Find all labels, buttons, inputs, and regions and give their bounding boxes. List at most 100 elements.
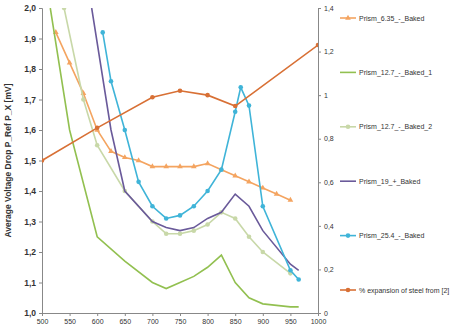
tick-mark bbox=[263, 313, 264, 316]
tick: 1,1 bbox=[24, 278, 42, 288]
marker bbox=[164, 231, 169, 236]
y2-axis: 00,20,40,60,811,21,4 bbox=[318, 5, 334, 317]
tick-mark bbox=[39, 100, 42, 101]
tick-label: 600 bbox=[92, 318, 104, 325]
tick: 2,0 bbox=[24, 3, 42, 13]
legend-item: Prism_6.35_-_Baked bbox=[340, 15, 424, 23]
marker bbox=[261, 204, 266, 209]
tick-label: 0,6 bbox=[324, 179, 334, 186]
marker bbox=[100, 30, 105, 35]
tick-label: 1,2 bbox=[324, 48, 334, 55]
tick: 1,8 bbox=[24, 64, 42, 74]
marker bbox=[178, 88, 183, 93]
tick-mark bbox=[235, 313, 236, 316]
tick: 800 bbox=[202, 313, 214, 325]
tick-mark bbox=[39, 8, 42, 9]
tick-label: 1,4 bbox=[24, 186, 36, 196]
tick-mark bbox=[97, 313, 98, 316]
tick: 1,5 bbox=[24, 156, 42, 166]
tick: 550 bbox=[64, 313, 76, 325]
tick-label: 850 bbox=[230, 318, 242, 325]
tick-label: 500 bbox=[37, 318, 49, 325]
tick-label: 800 bbox=[202, 318, 214, 325]
tick: 0,2 bbox=[318, 266, 334, 273]
marker bbox=[247, 103, 252, 108]
axis-line bbox=[43, 314, 319, 317]
marker bbox=[205, 222, 210, 227]
tick-label: 1,4 bbox=[324, 5, 334, 12]
tick-mark bbox=[39, 222, 42, 223]
legend-label: Prism_19_+_Baked bbox=[359, 178, 420, 186]
tick: 650 bbox=[119, 313, 131, 325]
tick-label: 1,2 bbox=[24, 247, 36, 257]
marker bbox=[261, 250, 266, 255]
tick: 850 bbox=[230, 313, 242, 325]
tick-label: 1,5 bbox=[24, 156, 36, 166]
tick-label: 1000 bbox=[311, 318, 327, 325]
marker bbox=[178, 231, 183, 236]
series-line bbox=[103, 32, 299, 279]
tick: 1,4 bbox=[24, 186, 42, 196]
tick-mark bbox=[318, 313, 321, 314]
tick-mark bbox=[318, 182, 321, 183]
series-line bbox=[92, 8, 299, 270]
tick: 1,2 bbox=[24, 247, 42, 257]
tick: 500 bbox=[37, 313, 49, 325]
marker bbox=[150, 204, 155, 209]
tick-mark bbox=[39, 69, 42, 70]
tick-label: 1,9 bbox=[24, 34, 36, 44]
legend-swatch bbox=[340, 180, 356, 182]
marker bbox=[67, 60, 73, 65]
tick-mark bbox=[152, 313, 153, 316]
marker bbox=[205, 160, 211, 165]
marker bbox=[95, 143, 100, 148]
legend: Prism_6.35_-_Baked Prism_12.7_-_Baked_1 Pr… bbox=[340, 15, 449, 295]
marker bbox=[150, 95, 155, 100]
tick-label: 1,8 bbox=[24, 64, 36, 74]
tick-mark bbox=[318, 269, 321, 270]
marker bbox=[233, 109, 238, 114]
marker bbox=[163, 163, 169, 168]
tick-mark bbox=[290, 313, 291, 316]
tick: 600 bbox=[92, 313, 104, 325]
tick-mark bbox=[180, 313, 181, 316]
tick-mark bbox=[39, 313, 42, 314]
legend-item: Prism_12.7_-_Baked_2 bbox=[340, 123, 432, 131]
marker bbox=[164, 216, 169, 221]
tick: 0,8 bbox=[318, 135, 334, 142]
axis-line bbox=[319, 9, 322, 314]
legend-item: % expansion of steel from [2] bbox=[340, 287, 449, 295]
tick-mark bbox=[125, 313, 126, 316]
marker bbox=[205, 189, 210, 194]
series-line bbox=[56, 32, 291, 200]
tick-label: 0,2 bbox=[324, 266, 334, 273]
x-axis: 5005506006507007508008509009501000 bbox=[37, 313, 327, 325]
tick-mark bbox=[208, 313, 209, 316]
legend-label: Prism_12.7_-_Baked_1 bbox=[359, 69, 432, 77]
marker bbox=[316, 43, 318, 48]
tick-mark bbox=[39, 39, 42, 40]
tick-label: 0 bbox=[324, 310, 328, 317]
series-line bbox=[42, 45, 318, 160]
marker bbox=[219, 167, 224, 172]
tick-label: 1,1 bbox=[24, 278, 36, 288]
marker bbox=[136, 157, 142, 162]
legend-label: Prism_6.35_-_Baked bbox=[359, 15, 424, 23]
tick: 950 bbox=[285, 313, 297, 325]
tick-label: 900 bbox=[257, 318, 269, 325]
legend-swatch bbox=[340, 72, 356, 74]
marker bbox=[42, 158, 44, 163]
marker bbox=[232, 172, 238, 177]
tick-label: 2,0 bbox=[24, 3, 36, 13]
tick-label: 1,3 bbox=[24, 217, 36, 227]
legend-item: Prism_12.7_-_Baked_1 bbox=[340, 69, 432, 77]
tick-mark bbox=[39, 191, 42, 192]
tick: 900 bbox=[257, 313, 269, 325]
tick: 1,2 bbox=[318, 48, 334, 55]
axis-line bbox=[39, 9, 43, 314]
tick: 0 bbox=[318, 310, 328, 317]
tick: 1,7 bbox=[24, 95, 42, 105]
tick-label: 950 bbox=[285, 318, 297, 325]
tick: 1,3 bbox=[24, 217, 42, 227]
marker bbox=[192, 204, 197, 209]
